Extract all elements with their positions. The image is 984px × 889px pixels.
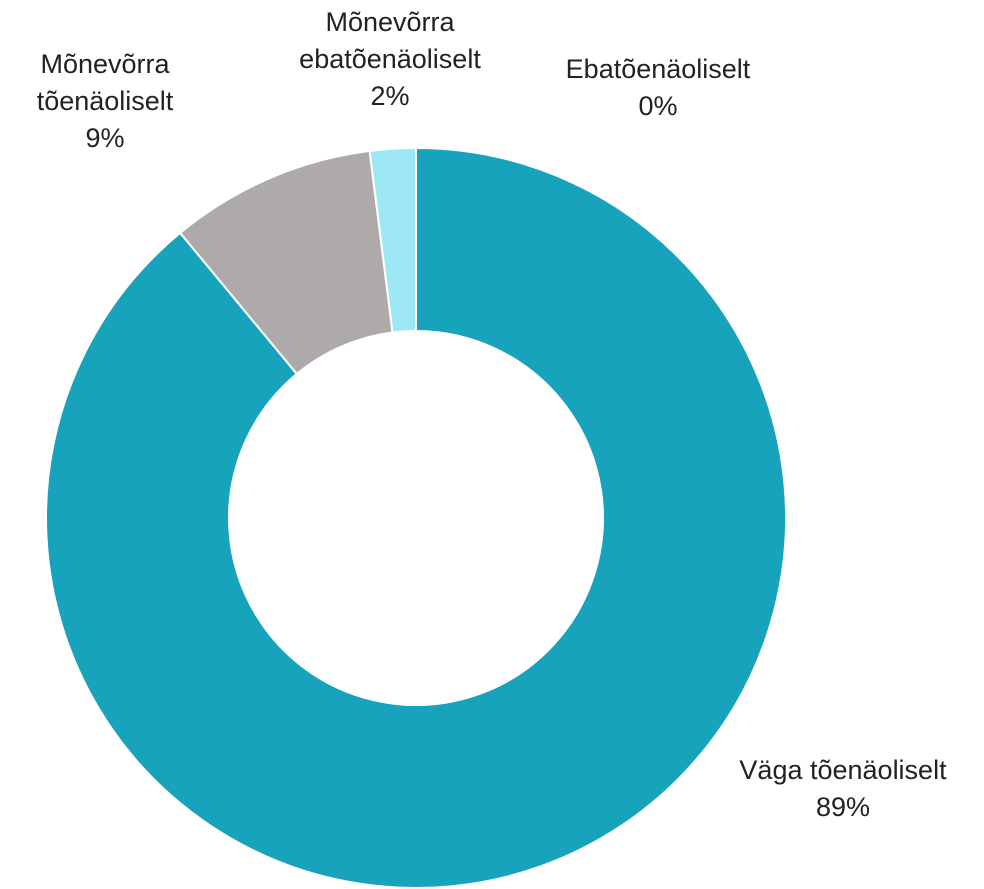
value-label: 2% [370,81,410,111]
value-label: 0% [638,91,678,121]
data-label: Mõnevõrra tõenäoliselt 9% [5,46,205,157]
value-label: 89% [815,792,871,822]
data-label: Mõnevõrra ebatõenäoliselt 2% [255,4,525,115]
category-label: Ebatõenäoliselt [565,54,751,84]
category-label: Väga tõenäoliselt [739,755,947,785]
value-label: 9% [85,123,125,153]
category-label: Mõnevõrra tõenäoliselt [36,49,174,116]
category-label: Mõnevõrra ebatõenäoliselt [299,7,481,74]
donut-segment [45,146,787,889]
data-label: Ebatõenäoliselt 0% [523,51,793,125]
data-label: Väga tõenäoliselt 89% [703,752,983,826]
